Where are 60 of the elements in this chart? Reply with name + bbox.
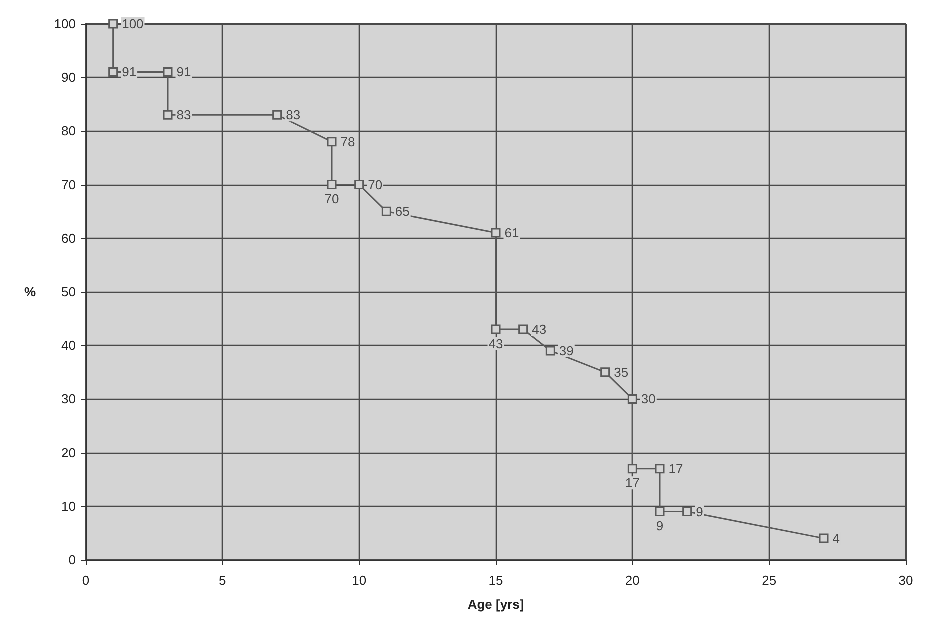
y-tick-label: 30 bbox=[62, 392, 76, 407]
y-tick-label: 60 bbox=[62, 230, 76, 246]
y-tick-label: 70 bbox=[62, 177, 76, 192]
x-tick-label: 15 bbox=[488, 573, 504, 588]
data-label: 70 bbox=[368, 177, 383, 192]
y-tick-label: 90 bbox=[62, 70, 76, 86]
point bbox=[546, 346, 556, 356]
data-label: 39 bbox=[559, 343, 574, 358]
point bbox=[491, 324, 501, 334]
data-label: 78 bbox=[340, 134, 356, 150]
point bbox=[682, 507, 692, 517]
x-axis-title: Age [yrs] bbox=[468, 597, 524, 612]
point bbox=[628, 464, 638, 474]
y-tick-label: 100 bbox=[54, 16, 76, 32]
y-tick-label: 0 bbox=[68, 552, 76, 568]
data-label: 61 bbox=[504, 226, 520, 241]
point bbox=[518, 324, 528, 334]
data-label: 43 bbox=[532, 322, 547, 338]
data-label: 35 bbox=[614, 364, 629, 380]
data-label: 4 bbox=[832, 531, 840, 546]
point bbox=[655, 464, 665, 474]
point bbox=[354, 180, 364, 190]
point bbox=[272, 110, 282, 120]
y-tick-label: 80 bbox=[62, 124, 76, 139]
data-label: 70 bbox=[324, 192, 340, 207]
data-label: 17 bbox=[625, 476, 640, 491]
data-label: 43 bbox=[488, 336, 504, 352]
point bbox=[655, 507, 665, 517]
y-tick-label: 20 bbox=[62, 445, 76, 460]
point bbox=[108, 67, 118, 77]
x-tick-label: 25 bbox=[762, 573, 777, 588]
point bbox=[327, 137, 337, 147]
x-tick-label: 5 bbox=[219, 573, 226, 588]
data-label: 65 bbox=[395, 204, 410, 220]
y-tick-label: 10 bbox=[62, 498, 76, 514]
y-tick-label: 50 bbox=[62, 284, 76, 300]
point bbox=[163, 110, 173, 120]
point bbox=[327, 180, 337, 190]
point bbox=[382, 206, 392, 216]
point bbox=[108, 19, 118, 29]
point bbox=[819, 534, 829, 544]
x-tick-label: 10 bbox=[352, 573, 367, 588]
data-label: 83 bbox=[176, 108, 192, 123]
point bbox=[628, 394, 638, 404]
y-axis-title: % bbox=[24, 284, 36, 300]
data-label: 9 bbox=[696, 504, 704, 520]
data-label: 9 bbox=[656, 518, 664, 534]
data-label: 83 bbox=[286, 108, 301, 123]
x-tick-label: 0 bbox=[82, 573, 90, 588]
data-label: 91 bbox=[122, 64, 137, 80]
data-label: 30 bbox=[641, 392, 656, 407]
point bbox=[163, 67, 173, 77]
data-label: 91 bbox=[176, 64, 192, 80]
x-tick-label: 20 bbox=[625, 573, 640, 588]
point bbox=[491, 228, 501, 238]
point bbox=[600, 368, 610, 378]
x-tick-label: 30 bbox=[898, 573, 914, 588]
y-tick-label: 40 bbox=[62, 338, 76, 354]
data-label: 100 bbox=[122, 16, 144, 32]
data-label: 17 bbox=[668, 461, 684, 476]
